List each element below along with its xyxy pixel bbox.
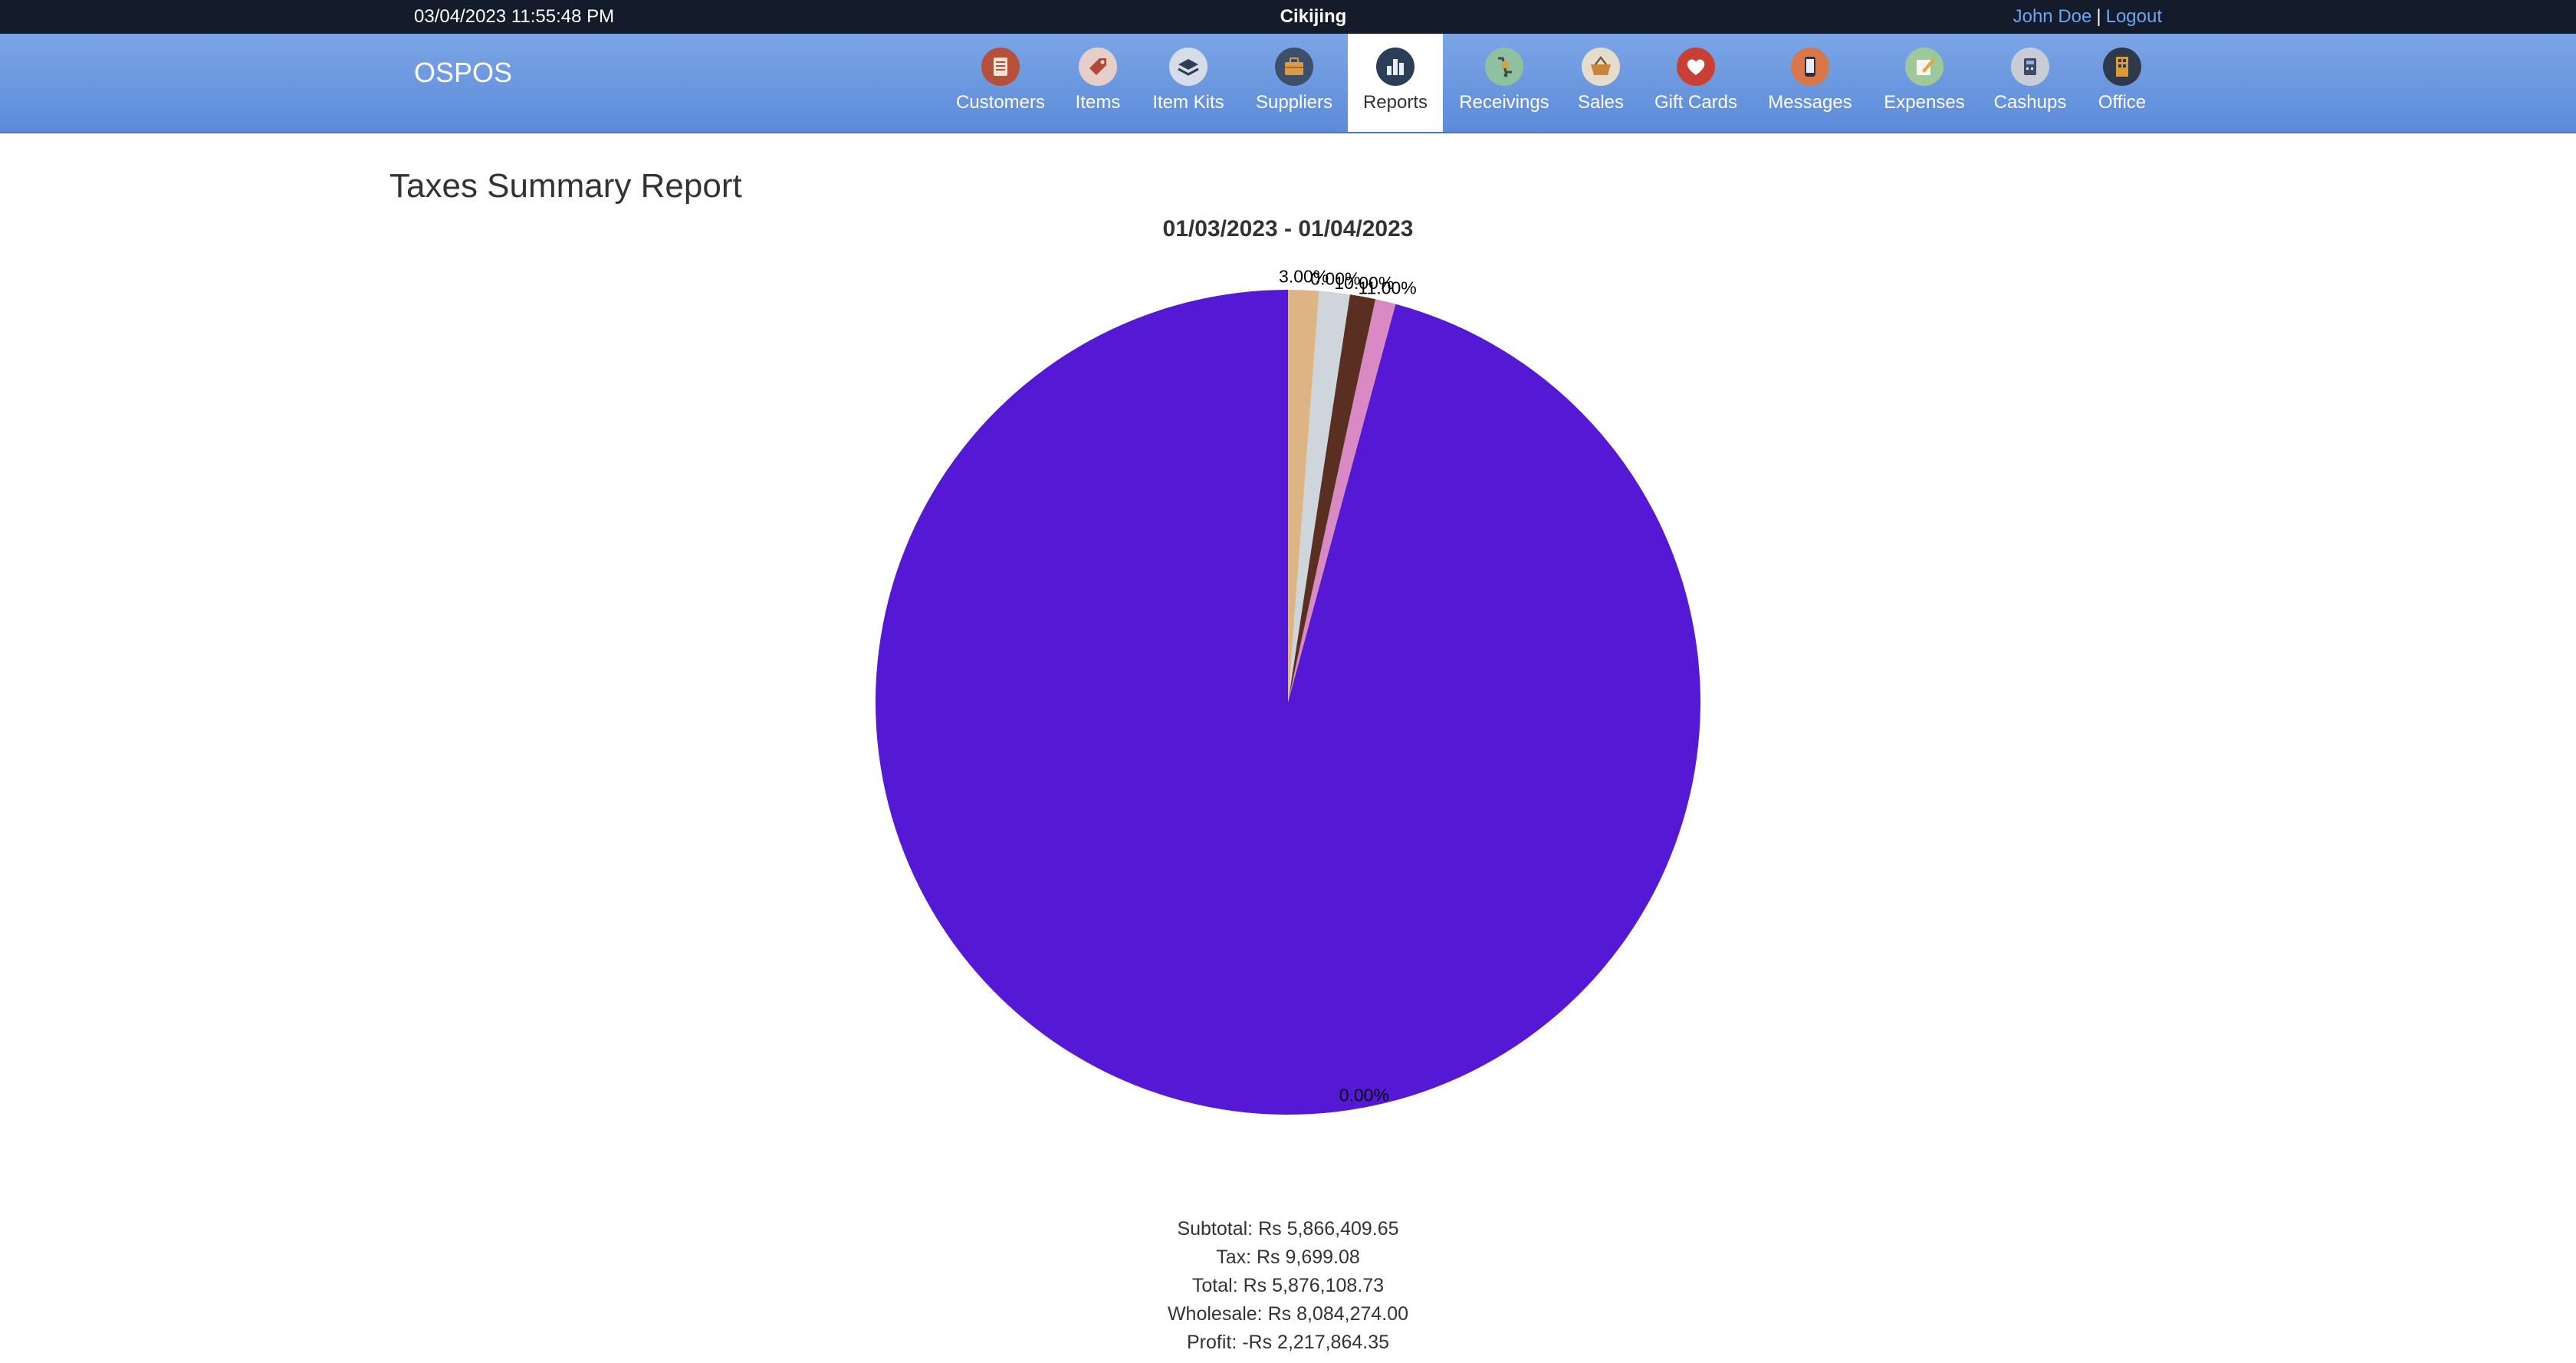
nav-item-expenses[interactable]: Expenses [1872,34,1976,132]
nav-item-receivings[interactable]: Receivings [1454,34,1555,132]
suppliers-icon [1275,48,1313,86]
reports-icon [1376,48,1414,86]
pie-slice [1288,291,1350,702]
user-links: John Doe | Logout [2013,6,2162,28]
messages-icon [1791,48,1829,86]
summary-profit: Profit: -Rs 2,217,864.35 [1186,1332,1390,1353]
main-navbar: OSPOS Customers Items Item Kits Supplier… [0,34,2576,133]
pie-slice-label: 10.00% [1334,273,1394,293]
nav-item-sales[interactable]: Sales [1566,34,1636,132]
page-title: Taxes Summary Report [389,167,742,205]
logout-link[interactable]: Logout [2105,6,2162,27]
nav-item-suppliers[interactable]: Suppliers [1248,34,1340,132]
store-name: Cikijing [1280,6,1347,27]
nav-label-items: Items [1075,92,1121,113]
nav-item-office[interactable]: Office [2087,34,2157,132]
user-name-link[interactable]: John Doe [2013,6,2092,27]
summary-wholesale: Wholesale: Rs 8,084,274.00 [1167,1303,1409,1325]
nav-label-gift-cards: Gift Cards [1654,92,1738,113]
summary-tax: Tax: Rs 9,699.08 [1216,1246,1360,1268]
summary-subtotal: Subtotal: Rs 5,866,409.65 [1177,1218,1399,1240]
items-icon [1079,48,1117,86]
nav-item-customers[interactable]: Customers [948,34,1053,132]
pie-slice-label: 0.00% [1339,1085,1389,1105]
nav-item-gift-cards[interactable]: Gift Cards [1645,34,1746,132]
expenses-icon [1905,48,1944,86]
nav-item-cashups[interactable]: Cashups [1984,34,2076,132]
pie-slice [876,290,1701,1115]
nav-label-reports: Reports [1362,92,1428,113]
cashups-icon [2011,48,2049,86]
item-kits-icon [1169,48,1208,86]
nav-label-item-kits: Item Kits [1152,92,1224,113]
chart-title: 01/03/2023 - 01/04/2023 [1162,216,1414,241]
pie-slices [876,290,1701,1115]
user-separator: | [2096,6,2101,27]
report-summary: Subtotal: Rs 5,866,409.65 Tax: Rs 9,699.… [0,1215,2576,1357]
nav-item-item-kits[interactable]: Item Kits [1142,34,1234,132]
pie-slice-label: 3.00% [1279,266,1329,286]
nav-item-reports[interactable]: Reports [1348,34,1443,132]
nav-label-cashups: Cashups [1993,92,2067,113]
nav-label-sales: Sales [1577,92,1625,113]
top-bar: 03/04/2023 11:55:48 PM Cikijing John Doe… [0,0,2576,34]
nav-label-suppliers: Suppliers [1255,92,1333,113]
nav-label-office: Office [2098,92,2147,113]
nav-label-messages: Messages [1768,92,1852,113]
office-icon [2103,48,2141,86]
nav-label-expenses: Expenses [1884,92,1965,113]
nav-label-receivings: Receivings [1459,92,1549,113]
pie-labels: 0.00%11.00%10.00%0.00%3.00% [1279,266,1417,1105]
pie-slice-label: 11.00% [1358,278,1416,298]
nav-item-items[interactable]: Items [1067,34,1129,132]
pie-slice [1288,290,1319,702]
customers-icon [981,48,1020,86]
gift-cards-icon [1677,48,1715,86]
current-datetime: 03/04/2023 11:55:48 PM [414,6,615,27]
summary-total: Total: Rs 5,876,108.73 [1191,1275,1385,1296]
nav-item-messages[interactable]: Messages [1757,34,1863,132]
pie-slice-label: 0.00% [1310,269,1360,289]
pie-chart: 0.00%11.00%10.00%0.00%3.00% [876,266,1701,1115]
nav-label-customers: Customers [955,92,1046,113]
pie-slice [1288,294,1376,702]
brand-logo[interactable]: OSPOS [414,57,513,88]
pie-slice [1288,299,1396,702]
receivings-icon [1485,48,1523,86]
sales-icon [1582,48,1620,86]
